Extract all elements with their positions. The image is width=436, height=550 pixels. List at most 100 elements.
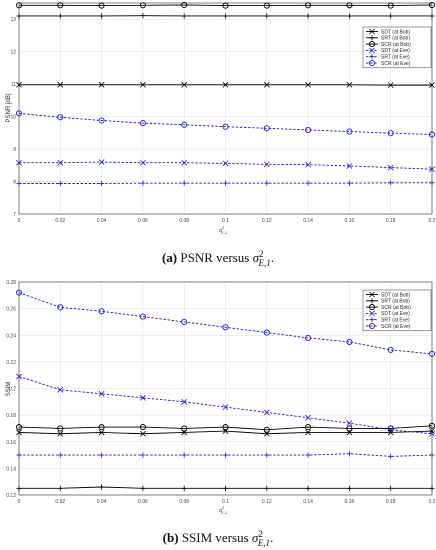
psnr-xtick-label: 0 bbox=[18, 218, 21, 224]
psnr-ytick-label: 11 bbox=[11, 82, 16, 88]
ssim-xtick-label: 0 bbox=[18, 499, 21, 505]
ssim-data-point bbox=[99, 484, 105, 490]
psnr-caption-text: PSNR versus bbox=[177, 250, 253, 265]
ssim-series-srt-eve bbox=[16, 451, 435, 459]
psnr-xlabel-sup: 2 bbox=[222, 225, 225, 230]
ssim-ytick-label: 0.14 bbox=[6, 466, 16, 472]
psnr-data-point bbox=[140, 81, 146, 88]
psnr-legend: SDT (at Bob)SRT (at Bob)SCR (at Bob)SDT … bbox=[362, 26, 432, 69]
psnr-data-point bbox=[57, 180, 63, 187]
psnr-xtick-label: 0.08 bbox=[179, 218, 189, 224]
psnr-data-point bbox=[346, 81, 353, 88]
ssim-data-point bbox=[346, 420, 353, 426]
ssim-data-point bbox=[264, 485, 270, 491]
ssim-chart: 0 0.02 0.04 0.06 0.08 0.1 0.12 0.14 0.16 0.18 0.2 0… bbox=[6, 280, 436, 548]
ssim-data-point bbox=[181, 398, 188, 405]
psnr-data-point bbox=[428, 131, 436, 138]
psnr-caption: (a) PSNR versus σ2 E,1. bbox=[162, 249, 274, 268]
psnr-ytick-label: 10 bbox=[10, 115, 16, 121]
psnr-data-point bbox=[57, 13, 63, 19]
ssim-xtick-label: 0.02 bbox=[55, 499, 65, 505]
ssim-data-point bbox=[140, 394, 146, 401]
ssim-data-point bbox=[98, 390, 105, 397]
ssim-data-point bbox=[346, 451, 352, 457]
ssim-xtick-label: 0.08 bbox=[179, 499, 189, 505]
psnr-data-point bbox=[429, 13, 435, 19]
psnr-ytick-label: 7 bbox=[13, 212, 16, 218]
ssim-ylabel: SSIM bbox=[6, 382, 12, 397]
psnr-data-point bbox=[57, 81, 64, 88]
ssim-xtick-label: 0.2 bbox=[429, 499, 436, 505]
psnr-caption-sub: E,1 bbox=[258, 258, 271, 268]
ssim-data-point bbox=[57, 425, 64, 432]
ssim-data-point bbox=[16, 452, 22, 458]
psnr-data-point bbox=[99, 180, 105, 187]
ssim-caption-end: . bbox=[270, 530, 273, 545]
psnr-xtick-label: 0.04 bbox=[97, 218, 107, 224]
psnr-plot-area: 0 0.02 0.04 0.06 0.08 0.1 0.12 0.14 0.16 0.18 0.2 7… bbox=[10, 1, 436, 224]
psnr-data-point bbox=[98, 117, 105, 124]
ssim-caption-text: SSIM versus bbox=[179, 530, 252, 545]
psnr-data-point bbox=[98, 2, 105, 9]
psnr-data-point bbox=[263, 2, 270, 9]
ssim-data-point bbox=[15, 424, 23, 431]
psnr-data-point bbox=[139, 2, 146, 9]
psnr-data-point bbox=[305, 180, 311, 186]
psnr-ytick-label: 13 bbox=[10, 17, 16, 23]
psnr-data-point bbox=[181, 81, 188, 88]
ssim-data-point bbox=[57, 452, 63, 458]
psnr-data-point bbox=[99, 13, 105, 19]
ssim-data-point bbox=[222, 424, 229, 431]
psnr-legend-marker bbox=[369, 35, 375, 41]
ssim-xtick-label: 0.16 bbox=[345, 499, 355, 505]
psnr-xlabel-sub: E,1 bbox=[221, 230, 228, 235]
psnr-data-point bbox=[16, 180, 22, 187]
psnr-data-point bbox=[388, 180, 394, 186]
ssim-legend-marker bbox=[369, 317, 375, 323]
ssim-axes-frame bbox=[18, 281, 433, 496]
ssim-xlabel-sup: 2 bbox=[222, 505, 225, 510]
ssim-data-point bbox=[57, 304, 64, 311]
psnr-data-point bbox=[263, 81, 270, 88]
psnr-data-point bbox=[388, 13, 394, 19]
ssim-data-point bbox=[15, 289, 23, 296]
psnr-series-sdt-eve bbox=[16, 159, 435, 173]
ssim-data-point bbox=[429, 452, 435, 458]
psnr-legend-marker bbox=[369, 54, 375, 60]
ssim-legend-marker bbox=[369, 298, 375, 304]
ssim-data-point bbox=[99, 452, 105, 458]
ssim-ytick-label: 0.18 bbox=[6, 413, 16, 419]
ssim-caption-sigma: σ bbox=[252, 530, 259, 545]
psnr-data-point bbox=[346, 163, 353, 169]
psnr-data-point bbox=[140, 159, 146, 166]
psnr-data-point bbox=[346, 13, 352, 19]
psnr-legend-marker bbox=[369, 28, 375, 35]
ssim-data-point bbox=[140, 452, 146, 458]
psnr-data-point bbox=[429, 180, 435, 186]
psnr-xtick-label: 0.16 bbox=[345, 218, 355, 224]
psnr-caption-sigma: σ bbox=[253, 250, 260, 265]
ssim-xlabel: σ2 E,1 bbox=[219, 505, 228, 515]
psnr-data-point bbox=[181, 159, 188, 166]
ssim-ytick-label: 0.24 bbox=[6, 333, 16, 339]
psnr-xtick-label: 0.2 bbox=[429, 218, 436, 224]
psnr-caption-end: . bbox=[271, 250, 274, 265]
psnr-data-point bbox=[15, 2, 23, 9]
psnr-xtick-label: 0.14 bbox=[303, 218, 313, 224]
psnr-data-point bbox=[387, 164, 394, 171]
ssim-ytick-label: 0.12 bbox=[6, 493, 16, 499]
ssim-data-point bbox=[16, 485, 22, 491]
ssim-series-sdt-eve bbox=[16, 373, 435, 437]
ssim-data-point bbox=[16, 429, 22, 436]
ssim-legend-label: SDT (at Bob) bbox=[381, 292, 410, 298]
ssim-data-point bbox=[57, 430, 64, 437]
psnr-data-point bbox=[57, 2, 64, 9]
ssim-data-point bbox=[305, 334, 312, 341]
psnr-legend-label: SRT (at Eve) bbox=[381, 55, 410, 61]
ssim-series-scr-bob bbox=[15, 422, 436, 433]
ssim-xtick-label: 0.14 bbox=[303, 499, 313, 505]
psnr-xtick-label: 0.06 bbox=[138, 218, 148, 224]
psnr-legend-marker bbox=[368, 41, 376, 48]
ssim-data-point bbox=[181, 452, 187, 458]
